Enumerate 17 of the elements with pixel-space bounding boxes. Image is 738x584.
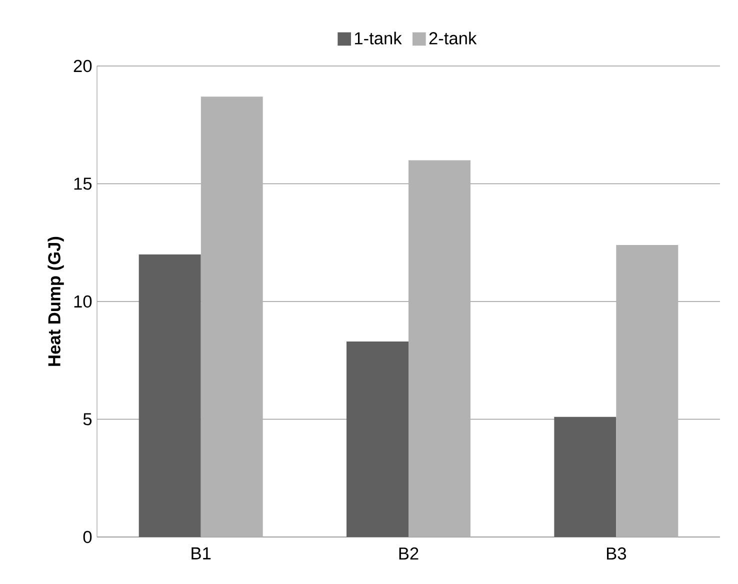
x-tick-label: B2 bbox=[399, 547, 418, 560]
y-tick-label: 5 bbox=[83, 413, 92, 426]
bar bbox=[138, 254, 201, 537]
bar bbox=[616, 244, 678, 537]
bar bbox=[200, 96, 263, 537]
legend-label: 2-tank bbox=[429, 32, 477, 44]
x-tick-label: B1 bbox=[192, 547, 211, 560]
bar bbox=[554, 416, 616, 537]
y-axis-title: Heat Dump (GJ) bbox=[48, 236, 64, 366]
bar bbox=[408, 160, 470, 537]
legend-label: 1-tank bbox=[354, 32, 402, 44]
x-tick-label: B3 bbox=[606, 547, 626, 560]
y-tick-label: 15 bbox=[74, 178, 92, 190]
y-tick-label: 20 bbox=[74, 60, 92, 72]
y-tick-label: 0 bbox=[83, 530, 92, 544]
bar bbox=[346, 342, 409, 537]
y-tick-label: 10 bbox=[74, 295, 92, 308]
